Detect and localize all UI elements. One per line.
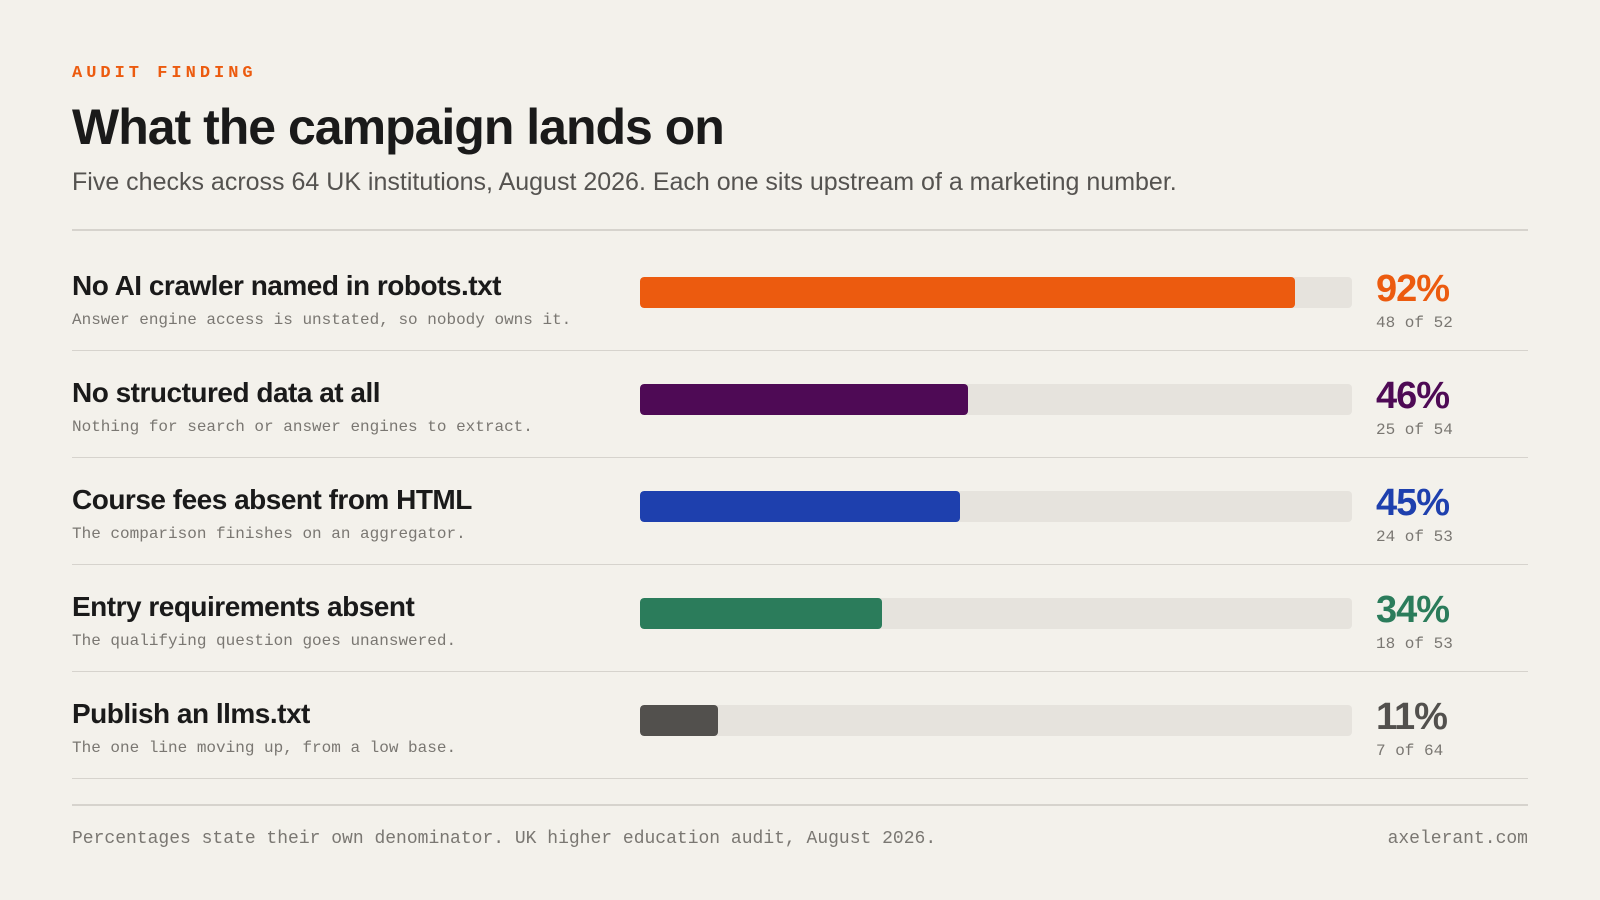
bar-rows: No AI crawler named in robots.txt Answer … (72, 244, 1528, 779)
bar-row: No structured data at all Nothing for sea… (72, 351, 1528, 458)
bar-label: No structured data at all (72, 377, 381, 408)
bar-label: Entry requirements absent (72, 591, 415, 622)
bar-note: The qualifying question goes unanswered. (72, 632, 457, 650)
bar-label: Publish an llms.txt (72, 698, 310, 729)
bar-fill (640, 598, 883, 629)
bar-row: No AI crawler named in robots.txt Answer … (72, 244, 1528, 351)
bar-value-label: 45% (1376, 482, 1450, 524)
page-title: What the campaign lands on (72, 99, 725, 155)
bar-label: No AI crawler named in robots.txt (72, 270, 501, 301)
top-divider (72, 229, 1528, 231)
bar-note: The comparison finishes on an aggregator… (72, 525, 466, 543)
bar-count-label: 18 of 53 (1376, 635, 1453, 653)
bar-fill (640, 277, 1296, 308)
bar-count-label: 24 of 53 (1376, 528, 1453, 546)
bar-value-label: 34% (1376, 589, 1450, 631)
bar-track (640, 491, 1352, 522)
bar-note: Nothing for search or answer engines to … (72, 418, 533, 436)
bar-count-label: 7 of 64 (1376, 742, 1444, 760)
bar-label: Course fees absent from HTML (72, 484, 472, 515)
bar-fill (640, 705, 719, 736)
footnote: Percentages state their own denominator.… (72, 829, 937, 849)
bar-track (640, 598, 1352, 629)
bar-note: Answer engine access is unstated, so nob… (72, 311, 572, 329)
bar-fill (640, 384, 968, 415)
bar-row: Entry requirements absent The qualifying … (72, 565, 1528, 672)
bottom-divider (72, 804, 1528, 806)
bar-value-label: 46% (1376, 375, 1450, 417)
site-credit: axelerant.com (1387, 829, 1528, 849)
bar-row: Course fees absent from HTML The comparis… (72, 458, 1528, 565)
page-subtitle: Five checks across 64 UK institutions, A… (72, 168, 1177, 196)
bar-count-label: 48 of 52 (1376, 314, 1453, 332)
bar-value-label: 92% (1376, 268, 1450, 310)
bar-fill (640, 491, 961, 522)
audit-chart-page: AUDIT FINDING What the campaign lands on… (72, 0, 1528, 900)
bar-row: Publish an llms.txt The one line moving u… (72, 672, 1528, 779)
bar-track (640, 705, 1352, 736)
bar-value-label: 11% (1376, 696, 1448, 738)
bar-track (640, 384, 1352, 415)
bar-note: The one line moving up, from a low base. (72, 739, 457, 757)
bar-track (640, 277, 1352, 308)
eyebrow-label: AUDIT FINDING (72, 64, 257, 83)
bar-count-label: 25 of 54 (1376, 421, 1453, 439)
